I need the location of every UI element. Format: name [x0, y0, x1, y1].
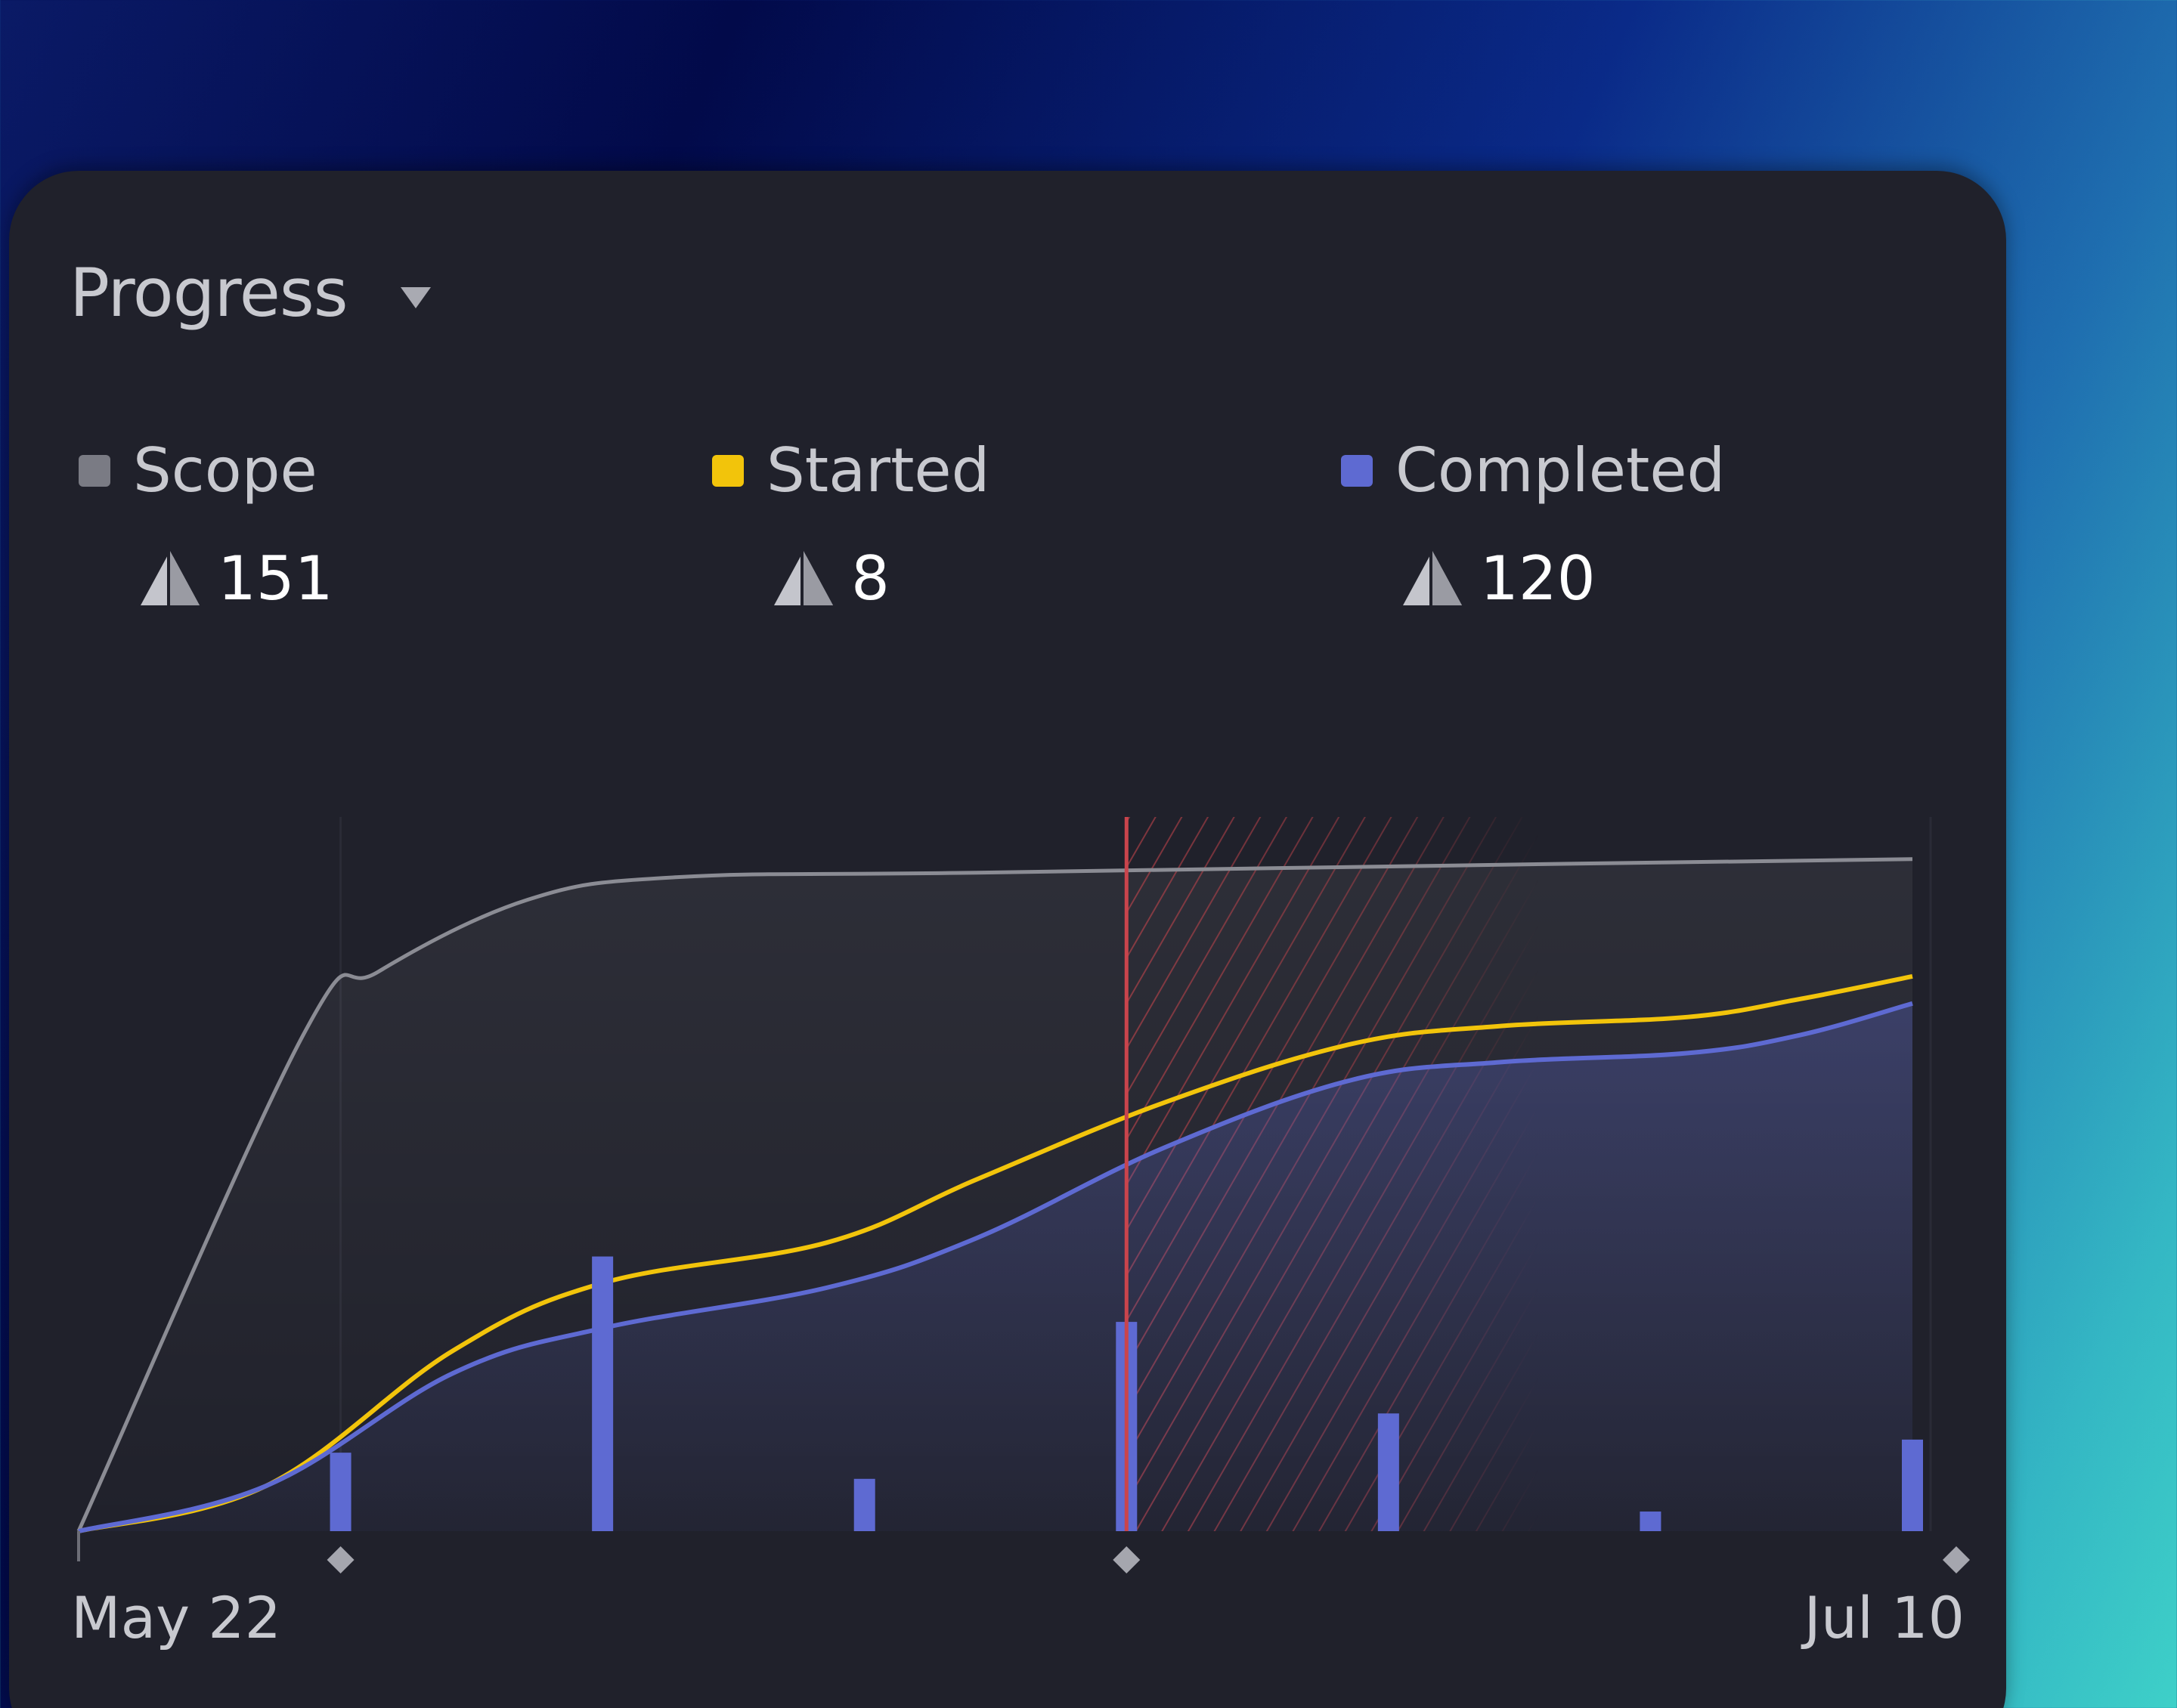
daily-completed-bar	[1902, 1439, 1923, 1531]
progress-chart[interactable]	[9, 171, 2006, 1708]
daily-completed-bar	[592, 1256, 614, 1531]
scope-line	[76, 857, 1913, 1533]
stat-started: Started 8	[712, 435, 989, 614]
completed-area	[79, 1003, 1912, 1531]
started-swatch	[712, 454, 744, 487]
stat-completed: Completed 120	[1341, 435, 1725, 614]
scope-value: 151	[218, 543, 333, 614]
scope-swatch	[79, 454, 110, 487]
daily-completed-bar	[1640, 1512, 1661, 1531]
started-line	[78, 974, 1913, 1533]
completed-swatch	[1341, 454, 1373, 487]
completed-label: Completed	[1395, 435, 1726, 506]
started-value: 8	[851, 543, 890, 614]
axis-tick-diamond	[1113, 1546, 1141, 1573]
completed-line	[78, 1001, 1913, 1533]
axis-tick-diamond	[1943, 1546, 1970, 1573]
completed-value: 120	[1480, 543, 1596, 614]
daily-completed-bar	[330, 1453, 351, 1531]
estimate-icon	[1403, 550, 1462, 605]
daily-completed-bar	[853, 1478, 875, 1531]
x-axis-end-label: Jul 10	[1804, 1584, 1965, 1651]
panel-title: Progress	[70, 254, 348, 332]
scope-label: Scope	[133, 435, 317, 506]
progress-panel: Progress Scope 151 Started	[9, 171, 2006, 1708]
stat-scope: Scope 151	[79, 435, 333, 614]
progress-dropdown[interactable]: Progress	[70, 254, 431, 332]
caret-down-icon	[400, 286, 431, 308]
estimate-icon	[774, 550, 833, 605]
axis-tick-diamond	[327, 1546, 355, 1573]
estimate-icon	[141, 550, 200, 605]
daily-completed-bar	[1377, 1413, 1399, 1531]
started-label: Started	[766, 435, 990, 506]
x-axis-start-label: May 22	[71, 1584, 281, 1651]
